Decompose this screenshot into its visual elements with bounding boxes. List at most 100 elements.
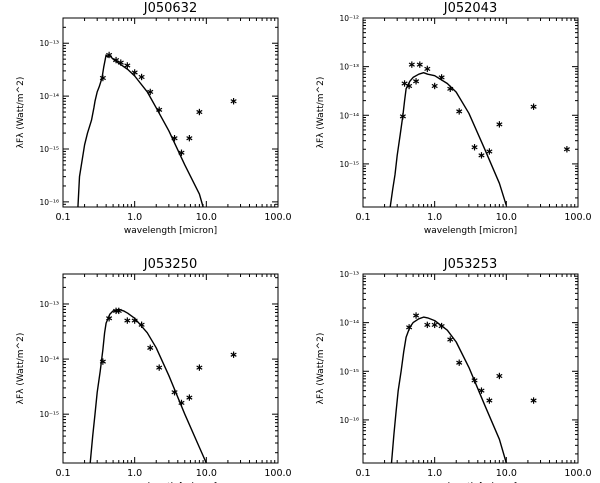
plot-frame [62, 17, 279, 208]
y-axis-label: λFλ (Watt/m^2) [316, 333, 326, 405]
photometry-point [230, 351, 237, 358]
photometry-point [138, 321, 145, 328]
y-axis-label: λFλ (Watt/m^2) [16, 333, 26, 405]
photometry-point [416, 61, 423, 68]
photometry-point [106, 315, 113, 322]
y-tick-label: 10⁻¹² [339, 14, 359, 23]
plot-frame [362, 17, 579, 208]
y-tick-label: 10⁻¹⁴ [39, 92, 59, 101]
x-tick-label: 10.0 [196, 212, 217, 223]
photometry-point [563, 146, 570, 153]
chart-title: J053250 [143, 257, 197, 272]
photometry-point [438, 74, 445, 81]
photometry-point [406, 324, 413, 331]
y-tick-label: 10⁻¹⁴ [39, 355, 59, 364]
x-tick-label: 1.0 [427, 468, 442, 479]
photometry-point [99, 74, 106, 82]
chart-panel-3: J0532500.11.010.0100.010⁻¹⁵10⁻¹⁴10⁻¹³wav… [16, 257, 292, 483]
photometry-point [471, 377, 478, 384]
photometry-point [156, 106, 163, 114]
photometry-point [496, 372, 503, 380]
y-tick-label: 10⁻¹⁵ [39, 145, 59, 154]
photometry-point [408, 61, 415, 68]
photometry-point [478, 152, 485, 159]
photometry-point [424, 321, 431, 329]
y-tick-label: 10⁻¹³ [339, 63, 359, 72]
x-tick-label: 0.1 [355, 468, 370, 479]
photometry-point [431, 82, 438, 90]
photometry-point [196, 364, 203, 371]
photometry-point [456, 359, 463, 366]
x-tick-label: 100.0 [564, 468, 591, 479]
photometry-point [115, 307, 122, 315]
chart-panel-1: J050632 0.1 1.0 10.0 100.0 10⁻¹⁶ 10⁻¹⁵ 10⁻¹⁴ 10⁻… [16, 1, 292, 236]
photometry-point [486, 397, 493, 404]
x-tick-label: 10.0 [496, 212, 517, 223]
photometry-point [447, 336, 454, 343]
photometry-point [106, 51, 113, 59]
photometry-point [478, 387, 485, 394]
plot-frame [362, 273, 579, 464]
photometry-point [147, 88, 154, 96]
x-tick-label: 10.0 [496, 468, 517, 479]
x-tick-label: 1.0 [127, 212, 142, 223]
photometry-point [178, 149, 185, 156]
photometry-point [124, 62, 131, 69]
x-tick-label: 0.1 [55, 212, 70, 223]
y-tick-label: 10⁻¹⁴ [339, 111, 359, 120]
photometry-point [131, 69, 138, 76]
y-tick-label: 10⁻¹⁶ [339, 416, 359, 425]
plot-frame [62, 273, 279, 464]
photometry-point [471, 144, 478, 151]
y-tick-label: 10⁻¹⁴ [339, 319, 359, 328]
chart-panel-4: J053253 0.1 1.0 10.0 100.0 10⁻¹⁶ 10⁻¹⁵ 10⁻¹⁴ 10⁻… [316, 257, 592, 483]
chart-title: J053253 [443, 257, 497, 272]
photometry-point [486, 148, 493, 155]
photometry-point [401, 80, 408, 87]
x-axis-label: wavelength [micron] [424, 226, 517, 236]
photometry-point [156, 364, 163, 371]
photometry-point [124, 317, 131, 324]
plot-area [89, 307, 237, 463]
photometry-point [131, 317, 138, 324]
photometry-point [112, 56, 120, 64]
photometry-point [178, 399, 185, 407]
photometry-point [186, 134, 193, 142]
photometry-point [138, 73, 145, 81]
x-tick-label: 1.0 [127, 468, 142, 479]
photometry-point [447, 85, 454, 93]
sed-model-line [77, 54, 204, 207]
chart-title: J052043 [443, 1, 497, 16]
plot-area [390, 312, 537, 463]
chart-panel-2: J052043 0.1 1.0 10.0 100.0 10⁻¹⁵ 10⁻¹⁴ 10⁻¹³ 10⁻… [316, 1, 592, 236]
x-tick-label: 0.1 [55, 468, 70, 479]
sed-model-line [89, 308, 207, 463]
photometry-point [456, 108, 463, 115]
x-axis-label: wavelength [micron] [124, 226, 217, 236]
photometry-point [424, 65, 431, 73]
photometry-point [412, 78, 420, 85]
photometry-point [431, 321, 438, 329]
y-axis-label: λFλ (Watt/m^2) [16, 77, 26, 149]
plot-area [389, 61, 570, 207]
photometry-point [438, 322, 445, 330]
photometry-point [117, 59, 124, 66]
photometry-point [186, 394, 193, 401]
photometry-point [99, 358, 106, 365]
y-tick-label: 10⁻¹³ [339, 270, 359, 279]
photometry-point [530, 397, 537, 404]
photometry-point [496, 121, 503, 128]
x-tick-label: 100.0 [564, 212, 591, 223]
photometry-point [412, 312, 420, 319]
photometry-point [406, 82, 413, 90]
y-tick-label: 10⁻¹³ [39, 39, 59, 48]
y-tick-label: 10⁻¹⁶ [39, 198, 59, 207]
y-axis-label: λFλ (Watt/m^2) [316, 77, 326, 149]
y-tick-label: 10⁻¹⁵ [339, 160, 359, 169]
plot-area [77, 51, 237, 207]
photometry-point [171, 389, 178, 396]
x-tick-label: 10.0 [196, 468, 217, 479]
photometry-point [147, 344, 154, 352]
photometry-point [530, 103, 537, 110]
